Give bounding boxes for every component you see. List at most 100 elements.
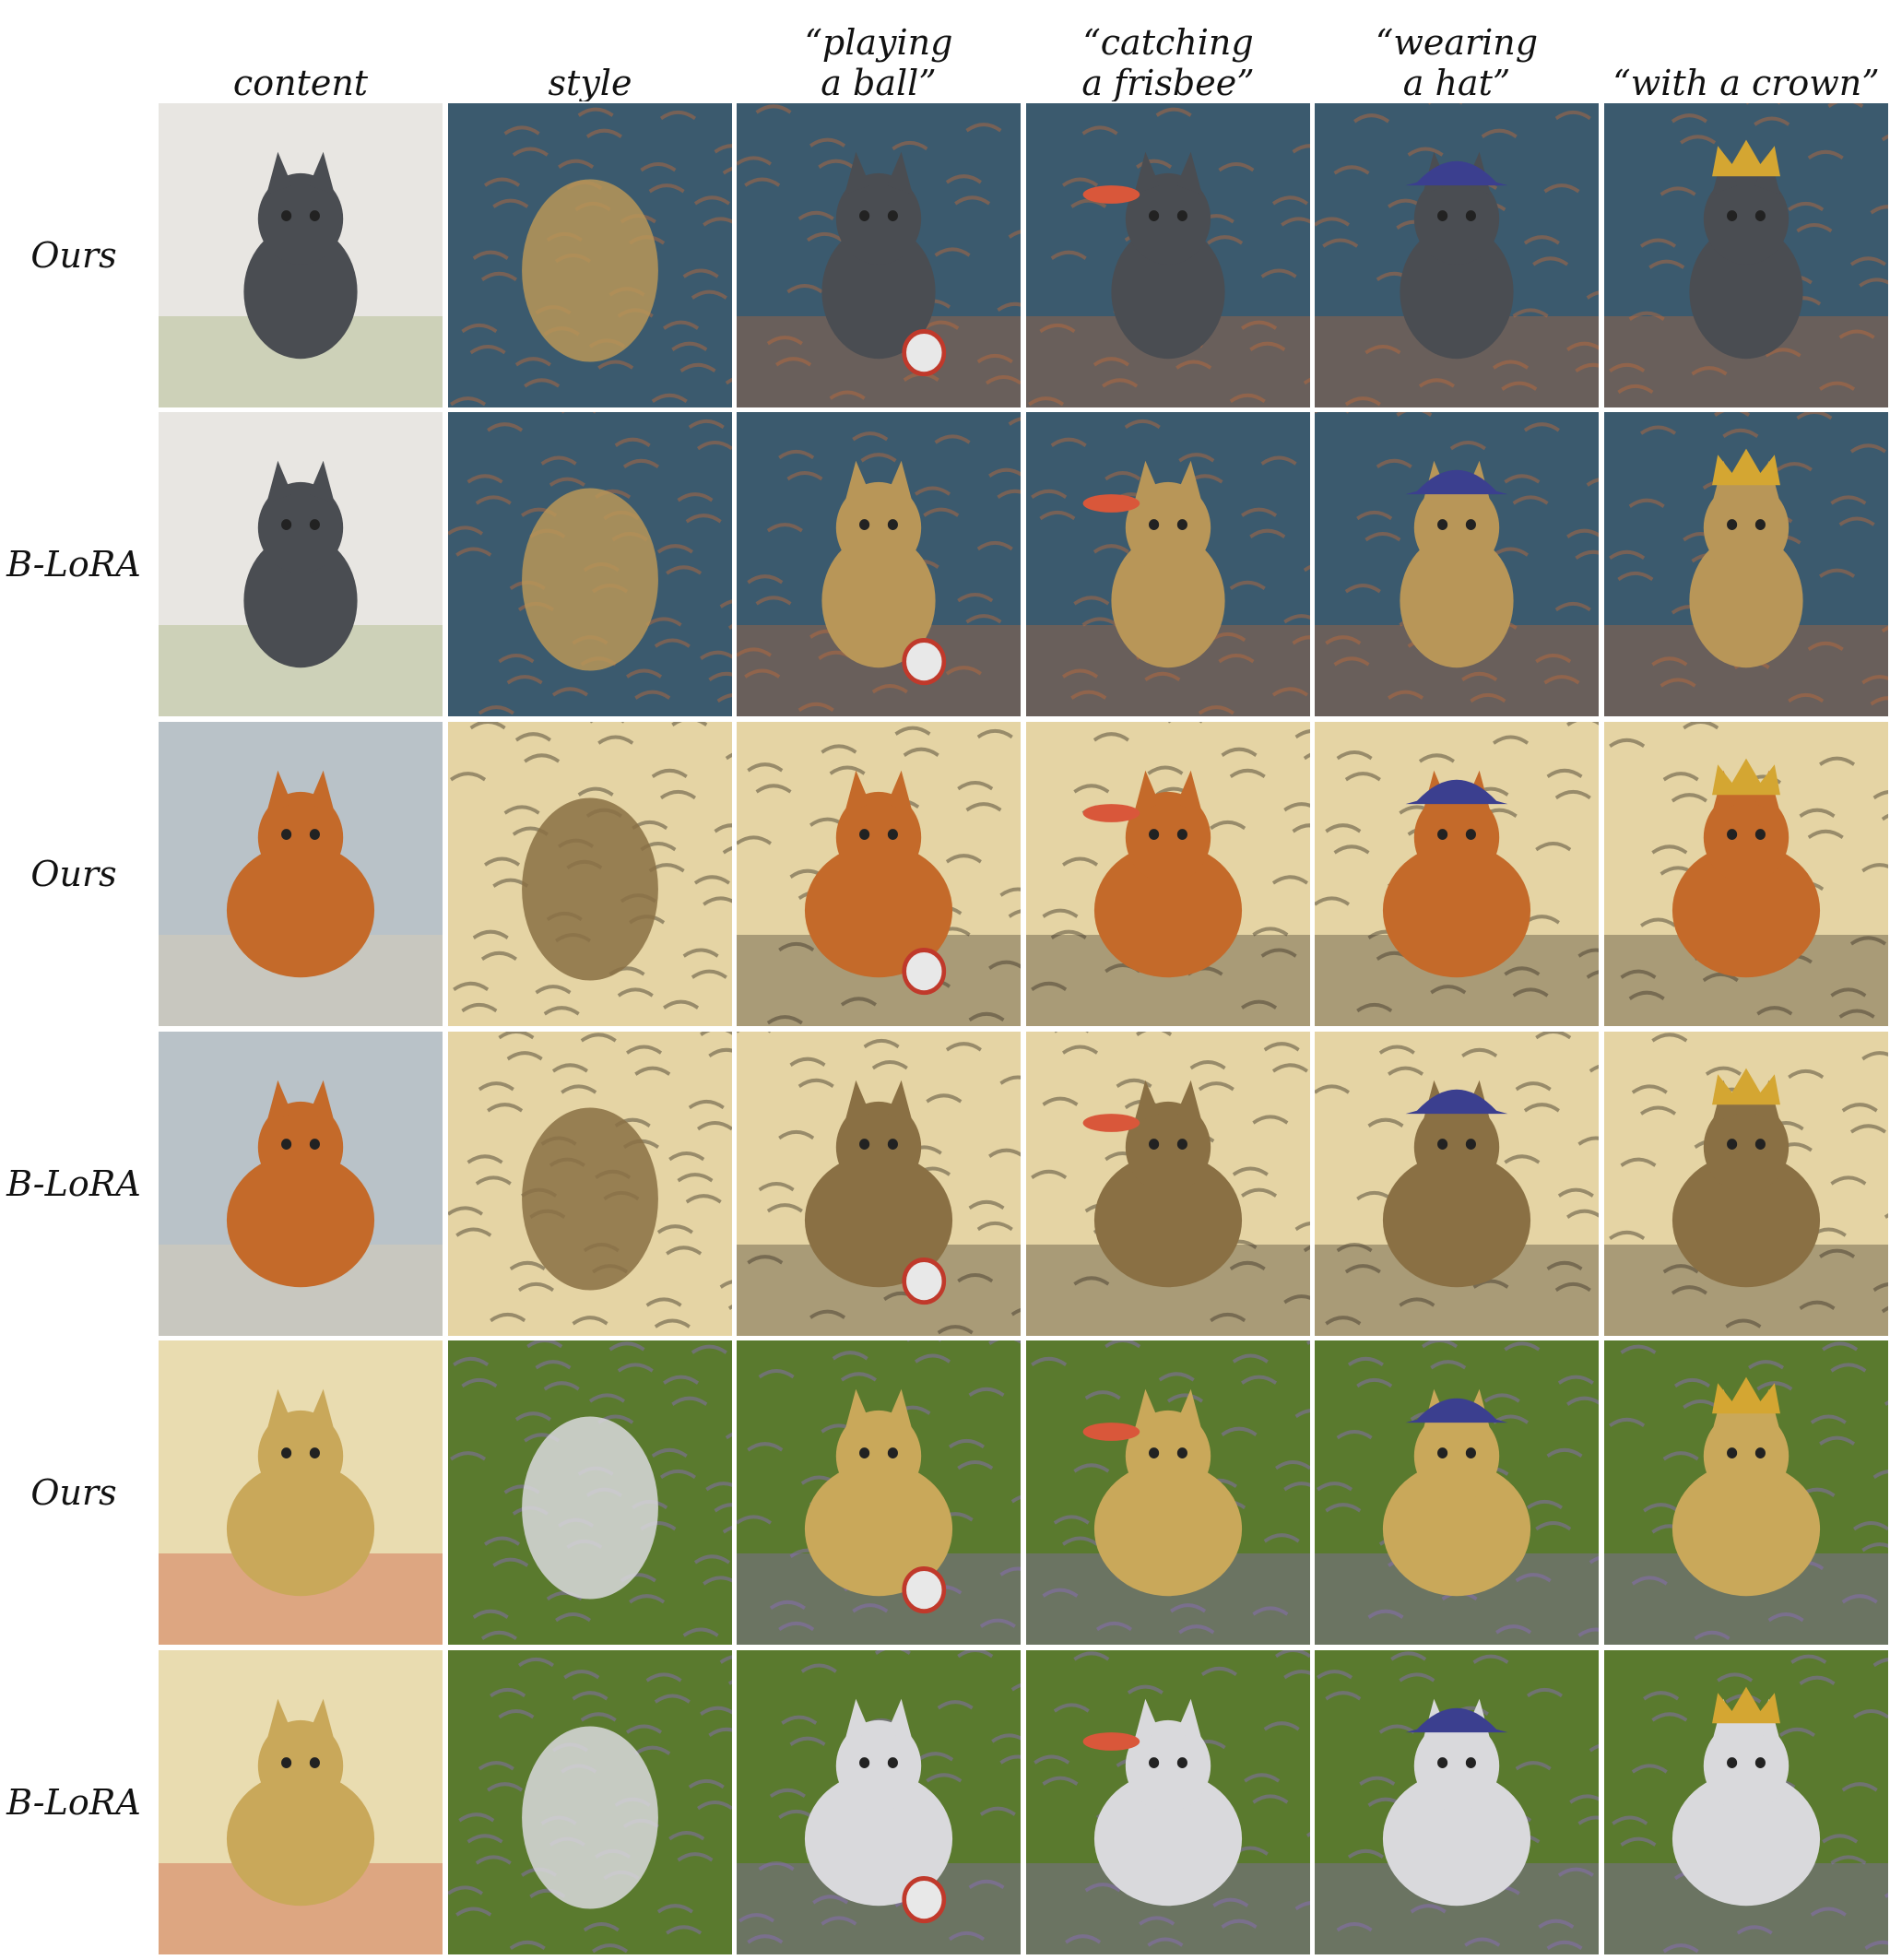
subject-shape (1400, 534, 1514, 668)
image-placeholder (1315, 1032, 1599, 1336)
image-placeholder (1026, 103, 1310, 407)
generated-image (1313, 1648, 1601, 1956)
column-header: “wearing a hat” (1313, 0, 1601, 103)
image-placeholder (737, 1650, 1021, 1954)
image-placeholder (1026, 1032, 1310, 1336)
image-placeholder (1604, 722, 1888, 1026)
image-placeholder (1315, 1650, 1599, 1954)
image-placeholder (1604, 1650, 1888, 1954)
row-label: B-LoRA (6, 1782, 141, 1823)
style-image (446, 410, 734, 718)
row-label: Ours (30, 235, 117, 276)
generated-image (1313, 720, 1601, 1028)
content-image (157, 1648, 444, 1956)
subject-shape (226, 844, 375, 978)
content-image (157, 720, 444, 1028)
content-image (157, 1030, 444, 1338)
generated-image (735, 1030, 1022, 1338)
image-placeholder (448, 1340, 732, 1645)
column-header: “catching a frisbee” (1024, 0, 1312, 103)
image-placeholder (1315, 412, 1599, 716)
column-header-line: “with a crown” (1612, 63, 1880, 103)
subject-shape (1689, 225, 1803, 360)
image-placeholder (1604, 1340, 1888, 1645)
image-placeholder (448, 1650, 732, 1954)
image-placeholder (1604, 103, 1888, 407)
image-placeholder (1026, 1650, 1310, 1954)
image-placeholder (159, 1340, 443, 1645)
row-label: Ours (30, 854, 117, 894)
image-placeholder (159, 1650, 443, 1954)
generated-image (735, 1648, 1022, 1956)
row-label: B-LoRA (6, 544, 141, 584)
column-header-line: a frisbee” (1081, 63, 1255, 103)
subject-shape (1400, 225, 1514, 360)
subject-shape (1093, 1153, 1243, 1288)
subject-shape (1671, 844, 1821, 978)
subject-shape (243, 225, 358, 360)
subject-shape (1671, 1153, 1821, 1288)
image-placeholder (1026, 722, 1310, 1026)
content-image (157, 410, 444, 718)
generated-image (1602, 410, 1890, 718)
column-header-line: “catching (1082, 22, 1254, 63)
subject-shape (804, 1462, 953, 1597)
column-header-line: a hat” (1402, 63, 1511, 103)
image-placeholder (448, 1032, 732, 1336)
subject-shape (1093, 1772, 1243, 1907)
generated-image (735, 101, 1022, 409)
column-header-line: “wearing (1375, 22, 1539, 63)
column-header: content (157, 0, 444, 103)
image-placeholder (1026, 412, 1310, 716)
image-placeholder (737, 412, 1021, 716)
image-placeholder (1604, 1032, 1888, 1336)
image-placeholder (1604, 412, 1888, 716)
generated-image (1602, 101, 1890, 409)
image-placeholder (737, 1340, 1021, 1645)
image-placeholder (1315, 103, 1599, 407)
generated-image (1024, 410, 1312, 718)
subject-shape (804, 1772, 953, 1907)
style-image (446, 101, 734, 409)
row-label: B-LoRA (6, 1163, 141, 1204)
content-image (157, 1339, 444, 1647)
generated-image (735, 1339, 1022, 1647)
image-placeholder (737, 1032, 1021, 1336)
generated-image (1024, 1339, 1312, 1647)
style-image (446, 1648, 734, 1956)
generated-image (1024, 1648, 1312, 1956)
style-image (446, 720, 734, 1028)
subject-shape (1111, 534, 1225, 668)
column-header-line: style (548, 63, 632, 103)
subject-shape (1382, 1462, 1531, 1597)
generated-image (1602, 720, 1890, 1028)
generated-image (1313, 410, 1601, 718)
image-placeholder (1315, 1340, 1599, 1645)
image-placeholder (737, 103, 1021, 407)
generated-image (1313, 1339, 1601, 1647)
subject-shape (1671, 1462, 1821, 1597)
column-header-line: content (232, 63, 369, 103)
subject-shape (1111, 225, 1225, 360)
image-placeholder (159, 1032, 443, 1336)
subject-shape (1382, 1772, 1531, 1907)
image-placeholder (448, 722, 732, 1026)
style-image (446, 1339, 734, 1647)
generated-image (1602, 1648, 1890, 1956)
column-header-line: a ball” (821, 63, 937, 103)
subject-shape (1689, 534, 1803, 668)
subject-shape (821, 225, 936, 360)
subject-shape (226, 1772, 375, 1907)
subject-shape (1093, 844, 1243, 978)
style-image (446, 1030, 734, 1338)
image-placeholder (159, 103, 443, 407)
image-placeholder (448, 412, 732, 716)
generated-image (735, 720, 1022, 1028)
row-label: Ours (30, 1472, 117, 1513)
image-placeholder (1315, 722, 1599, 1026)
content-image (157, 101, 444, 409)
image-placeholder (448, 103, 732, 407)
subject-shape (804, 1153, 953, 1288)
column-header: style (446, 0, 734, 103)
subject-shape (226, 1153, 375, 1288)
